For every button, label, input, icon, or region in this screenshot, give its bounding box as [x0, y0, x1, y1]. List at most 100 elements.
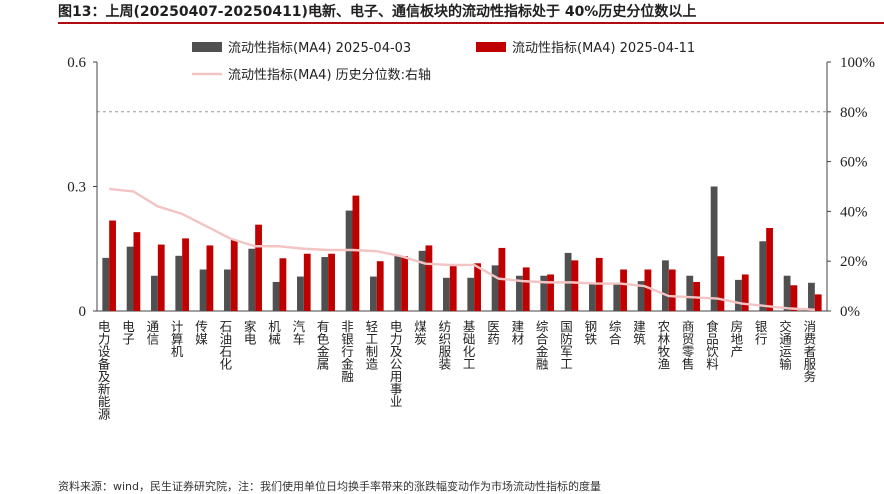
bar-0411-28 [790, 285, 798, 311]
category-label-22: 建筑 [631, 320, 646, 346]
left-tick-label-2: 0.6 [67, 55, 86, 71]
category-label-10: 非银行金融 [339, 320, 354, 383]
category-label-26: 房地产 [728, 319, 743, 358]
category-label-19: 国防军工 [558, 320, 573, 370]
bar-0403-20 [589, 284, 596, 311]
bar-0411-2 [157, 244, 165, 311]
category-label-25: 食品饮料 [704, 319, 719, 370]
bar-0411-5 [230, 239, 238, 311]
category-label-9: 有色金属 [315, 320, 330, 371]
bar-0403-27 [759, 241, 767, 311]
tick-labels-group: 0 0.3 0.6 0% 20% 40% 60% 80% 100% [67, 55, 875, 320]
bar-0411-14 [449, 266, 457, 311]
category-label-17: 建材 [509, 320, 524, 345]
bar-0411-9 [328, 253, 335, 311]
category-label-16: 医药 [485, 320, 500, 345]
bar-0411-7 [279, 258, 287, 311]
bar-0403-18 [540, 275, 548, 311]
category-label-4: 传媒 [193, 319, 208, 345]
category-label-21: 综合 [607, 320, 622, 345]
category-label-5: 石油石化 [217, 320, 232, 371]
source-note: 资料来源：wind，民生证券研究院，注：我们使用单位日均换手率带来的涨跌幅变动作… [58, 480, 602, 493]
bar-0411-21 [620, 269, 627, 311]
bar-0411-26 [741, 274, 749, 311]
category-label-27: 银行 [753, 320, 768, 346]
bar-0403-9 [321, 257, 329, 311]
axes-group [93, 61, 831, 312]
category-label-29: 消费者服务 [801, 320, 816, 383]
legend-swatch-0 [192, 42, 222, 52]
bar-0411-10 [352, 195, 360, 311]
bar-0411-11 [376, 261, 384, 311]
bar-0403-10 [345, 210, 353, 311]
bar-0403-26 [735, 279, 742, 312]
legend: 流动性指标(MA4) 2025-04-03 流动性指标(MA4) 2025-04-… [192, 41, 695, 83]
percentile-line-group [109, 187, 815, 311]
category-label-2: 通信 [144, 320, 159, 346]
bar-0411-19 [571, 260, 579, 311]
left-tick-label-0: 0 [79, 304, 87, 320]
bar-0411-0 [109, 220, 116, 311]
bar-0411-22 [644, 269, 652, 311]
bar-0403-14 [443, 277, 450, 311]
category-label-0: 电力设备及新能源 [96, 320, 111, 421]
bar-0403-29 [808, 282, 815, 311]
category-label-7: 机械 [266, 320, 281, 345]
bar-0403-8 [297, 276, 304, 311]
bar-0411-27 [766, 228, 773, 311]
bar-0411-4 [206, 245, 214, 311]
legend-swatch-1 [476, 42, 506, 52]
bar-0403-21 [613, 284, 621, 311]
category-label-23: 农林牧渔 [655, 320, 670, 370]
category-label-1: 电子 [120, 320, 135, 345]
bar-0411-6 [255, 224, 262, 311]
bar-0403-11 [370, 276, 377, 311]
right-tick-label-1: 20% [840, 254, 868, 270]
bar-0403-0 [102, 257, 110, 311]
category-label-18: 综合金融 [534, 320, 549, 371]
bar-0403-1 [126, 246, 134, 311]
bar-0411-25 [717, 256, 725, 311]
category-label-14: 纺织服装 [436, 320, 451, 371]
bar-0403-16 [491, 265, 499, 311]
title-rule [58, 22, 884, 24]
bar-0411-13 [425, 245, 433, 311]
bar-0411-18 [547, 274, 554, 311]
right-tick-label-0: 0% [840, 304, 860, 320]
bar-0403-3 [175, 255, 183, 311]
left-tick-label-1: 0.3 [67, 180, 86, 196]
bar-0411-1 [133, 232, 141, 311]
category-label-13: 煤炭 [412, 320, 427, 346]
bar-0403-7 [272, 281, 280, 311]
bars-group [102, 186, 822, 312]
category-label-8: 汽车 [290, 319, 305, 346]
bar-0411-3 [182, 238, 189, 312]
bar-0403-5 [224, 269, 231, 311]
right-tick-label-5: 100% [840, 55, 875, 71]
bar-0403-6 [248, 248, 256, 311]
bar-0403-17 [516, 275, 523, 311]
bar-0403-15 [467, 277, 475, 311]
category-label-12: 电力及公用事业 [388, 320, 403, 408]
bar-0403-28 [783, 275, 791, 311]
bar-0411-12 [401, 256, 408, 311]
bar-0403-4 [199, 269, 207, 311]
bar-0411-23 [668, 269, 676, 311]
category-label-11: 轻工制造 [363, 320, 378, 370]
bar-0403-12 [394, 254, 402, 311]
right-tick-label-2: 40% [840, 204, 868, 220]
category-labels-group: 电力设备及新能源 电子 通信 计算机 传媒 石油石化 家电 机械 汽车 有色金属 非银行金融 轻工制造… [96, 319, 817, 421]
category-label-3: 计算机 [169, 320, 184, 358]
bar-0403-24 [686, 275, 694, 311]
bar-0411-15 [474, 263, 481, 311]
right-tick-label-3: 60% [840, 155, 868, 171]
category-label-24: 商贸零售 [680, 319, 695, 370]
bar-0403-22 [637, 281, 645, 311]
legend-label-0: 流动性指标(MA4) 2025-04-03 [228, 41, 411, 56]
bar-0411-8 [303, 253, 311, 311]
chart-title: 图13：上周(20250407-20250411)电新、电子、通信板块的流动性指… [58, 4, 697, 20]
category-label-15: 基础化工 [461, 320, 476, 370]
category-label-6: 家电 [242, 319, 257, 345]
bar-0411-29 [814, 294, 822, 311]
